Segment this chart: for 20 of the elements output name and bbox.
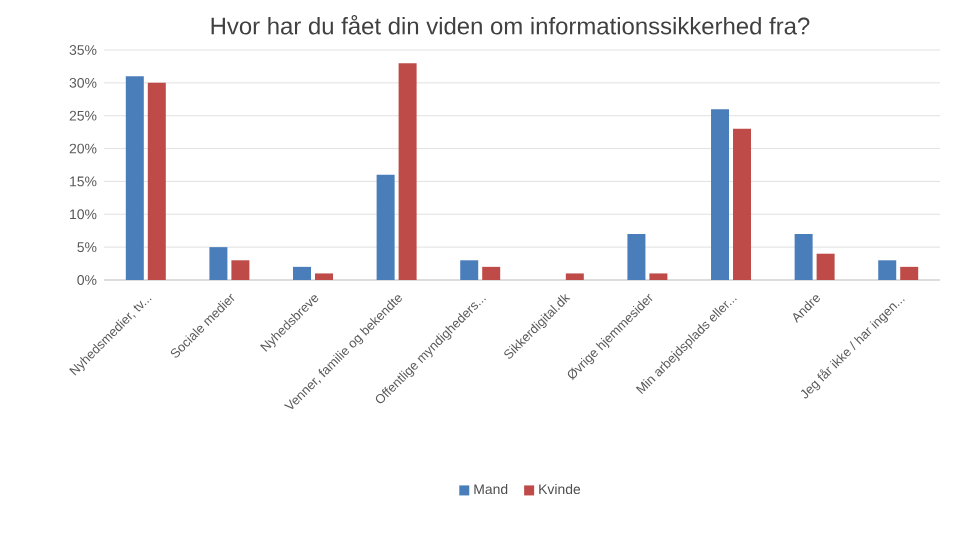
- bar: [209, 247, 228, 280]
- bar: [627, 234, 646, 280]
- bar: [231, 260, 250, 280]
- bar: [649, 273, 668, 280]
- bar: [482, 266, 501, 280]
- chart-title: Hvor har du fået din viden om informationssikkerhed fra?: [211, 15, 810, 35]
- bar: [816, 253, 835, 280]
- bar: [376, 174, 395, 280]
- bar: [565, 273, 584, 280]
- bar: [293, 266, 312, 280]
- bar: [315, 273, 333, 280]
- bar: [398, 63, 417, 280]
- bar: [711, 109, 730, 280]
- bar: [900, 266, 919, 280]
- bar: [460, 260, 479, 280]
- bar: [147, 82, 166, 280]
- bar: [125, 76, 144, 280]
- bar: [794, 234, 813, 280]
- bar: [733, 128, 752, 280]
- bar: [878, 260, 897, 280]
